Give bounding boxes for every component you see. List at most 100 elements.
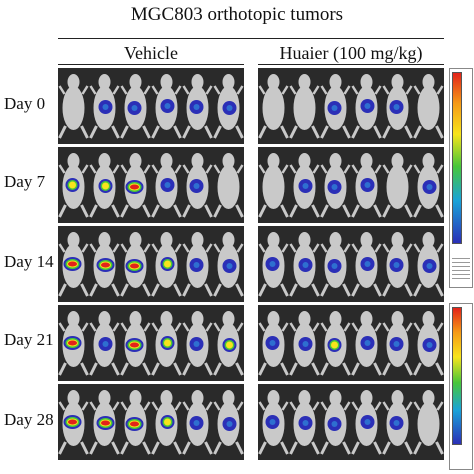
bioluminescence-signal — [125, 417, 144, 431]
bioluminescence-signal — [265, 336, 280, 350]
mouse — [89, 153, 120, 218]
huaier-panel-row-1 — [258, 147, 444, 223]
title-rule — [58, 38, 444, 39]
row-label-day-7: Day 7 — [4, 172, 46, 191]
group-label-huaier: Huaier (100 mg/kg) — [279, 43, 423, 63]
bioluminescence-signal — [127, 101, 142, 115]
mouse — [213, 232, 244, 297]
bioluminescence-signal — [389, 258, 404, 272]
bioluminescence-signal — [389, 100, 404, 114]
bioluminescence-signal — [327, 338, 342, 352]
bioluminescence-signal — [389, 337, 404, 351]
mice-image — [58, 311, 244, 376]
mouse — [213, 390, 244, 455]
group-rule-vehicle — [58, 64, 244, 65]
bioluminescence-signal — [222, 101, 237, 115]
bioluminescence-signal — [160, 336, 175, 350]
bioluminescence-signal — [298, 258, 313, 272]
bioluminescence-signal — [298, 179, 313, 193]
bioluminescence-signal — [189, 100, 204, 114]
mouse — [382, 74, 413, 139]
mouse — [289, 153, 320, 218]
mouse — [289, 311, 320, 376]
vehicle-panel-row-2 — [58, 226, 244, 302]
bioluminescence-signal — [160, 257, 175, 271]
mouse — [351, 311, 382, 376]
mouse — [182, 153, 213, 218]
bioluminescence-signal — [422, 338, 437, 352]
mouse — [289, 74, 320, 139]
group-label-vehicle: Vehicle — [124, 43, 178, 63]
bioluminescence-signal — [98, 179, 113, 193]
mouse — [182, 390, 213, 455]
bioluminescence-signal — [189, 416, 204, 430]
colorbar-top — [452, 72, 462, 244]
mouse — [151, 232, 182, 297]
bioluminescence-signal — [63, 415, 82, 429]
mice-image — [258, 74, 444, 139]
bioluminescence-signal — [389, 416, 404, 430]
bioluminescence-signal — [63, 257, 82, 271]
bioluminescence-signal — [98, 100, 113, 114]
mouse — [351, 153, 382, 218]
mouse — [382, 232, 413, 297]
figure-title: MGC803 orthotopic tumors — [130, 4, 344, 25]
mouse — [89, 232, 120, 297]
mouse — [320, 74, 351, 139]
mouse — [320, 232, 351, 297]
mouse — [213, 153, 244, 218]
mice-image — [258, 390, 444, 455]
mouse — [320, 153, 351, 218]
mice-image — [258, 232, 444, 297]
mouse — [89, 74, 120, 139]
bioluminescence-signal — [222, 338, 237, 352]
bioluminescence-signal — [360, 336, 375, 350]
colorbar-top-caption — [452, 258, 470, 282]
mouse — [258, 153, 289, 218]
mouse — [89, 390, 120, 455]
mouse — [382, 311, 413, 376]
mouse — [213, 311, 244, 376]
mice-image — [58, 74, 244, 139]
mouse — [258, 74, 289, 139]
row-label-day-21: Day 21 — [4, 330, 54, 349]
bioluminescence-signal — [327, 101, 342, 115]
mouse — [120, 311, 151, 376]
bioluminescence-signal — [298, 337, 313, 351]
mouse — [320, 311, 351, 376]
bioluminescence-signal — [327, 259, 342, 273]
mouse — [413, 390, 444, 455]
mouse — [289, 390, 320, 455]
bioluminescence-signal — [327, 417, 342, 431]
mouse — [120, 153, 151, 218]
bioluminescence-signal — [125, 259, 144, 273]
mouse — [120, 74, 151, 139]
mouse — [58, 153, 89, 218]
mouse — [58, 390, 89, 455]
mouse — [258, 390, 289, 455]
mouse — [151, 74, 182, 139]
group-rule-huaier — [258, 64, 444, 65]
mouse — [413, 311, 444, 376]
bioluminescence-signal — [360, 178, 375, 192]
bioluminescence-signal — [298, 416, 313, 430]
mice-image — [258, 311, 444, 376]
bioluminescence-signal — [222, 417, 237, 431]
mouse — [289, 232, 320, 297]
mouse — [351, 232, 382, 297]
bioluminescence-signal — [125, 180, 144, 194]
mice-image — [58, 153, 244, 218]
vehicle-panel-row-1 — [58, 147, 244, 223]
bioluminescence-signal — [422, 180, 437, 194]
huaier-panel-row-4 — [258, 384, 444, 460]
bioluminescence-signal — [160, 178, 175, 192]
vehicle-panel-row-4 — [58, 384, 244, 460]
colorbar-bottom — [452, 307, 462, 445]
bioluminescence-signal — [63, 336, 82, 350]
bioluminescence-signal — [96, 258, 115, 272]
mouse — [182, 232, 213, 297]
bioluminescence-signal — [265, 257, 280, 271]
mouse — [351, 390, 382, 455]
mouse — [182, 311, 213, 376]
mouse — [413, 232, 444, 297]
